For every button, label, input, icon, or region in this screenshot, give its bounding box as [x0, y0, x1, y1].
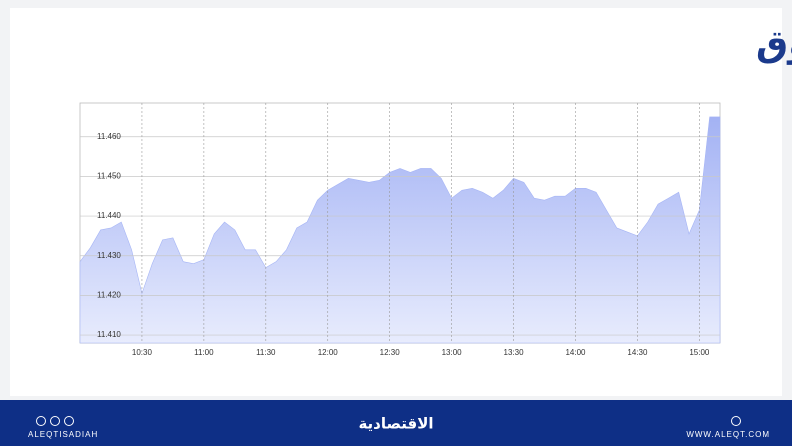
- y-tick-label: 11.430: [97, 251, 121, 260]
- y-tick-label: 11.420: [97, 291, 121, 300]
- footer-handle: ALEQTISADIAH: [28, 430, 98, 439]
- x-tick-label: 10:30: [132, 348, 153, 357]
- y-tick-label: 11.440: [97, 211, 121, 220]
- y-tick-label: 11.460: [97, 132, 121, 141]
- y-tick-label: 11.450: [97, 171, 121, 180]
- y-tick-label: 11.410: [97, 330, 121, 339]
- area: [79, 116, 721, 344]
- footer-brand: الاقتصادية: [358, 415, 433, 433]
- footer-website: WWW.ALEQT.COM: [686, 430, 770, 439]
- x-tick-label: 11:00: [194, 348, 214, 357]
- x-tick-label: 12:30: [380, 348, 401, 357]
- footer-bar: [0, 400, 792, 446]
- social-icons: [36, 416, 741, 426]
- x-tick-label: 14:00: [565, 348, 586, 357]
- x-tick-label: 14:30: [627, 348, 648, 357]
- plot: 11.410 11.420 11.430 11.440 11.450 11.460 10:3…: [79, 102, 721, 357]
- x-tick-label: 13:00: [442, 348, 463, 357]
- x-tick-label: 11:30: [256, 348, 276, 357]
- title: مؤشر السوق: [756, 24, 792, 65]
- x-tick-label: 13:30: [504, 348, 525, 357]
- x-tick-label: 12:00: [318, 348, 339, 357]
- x-tick-label: 15:00: [689, 348, 710, 357]
